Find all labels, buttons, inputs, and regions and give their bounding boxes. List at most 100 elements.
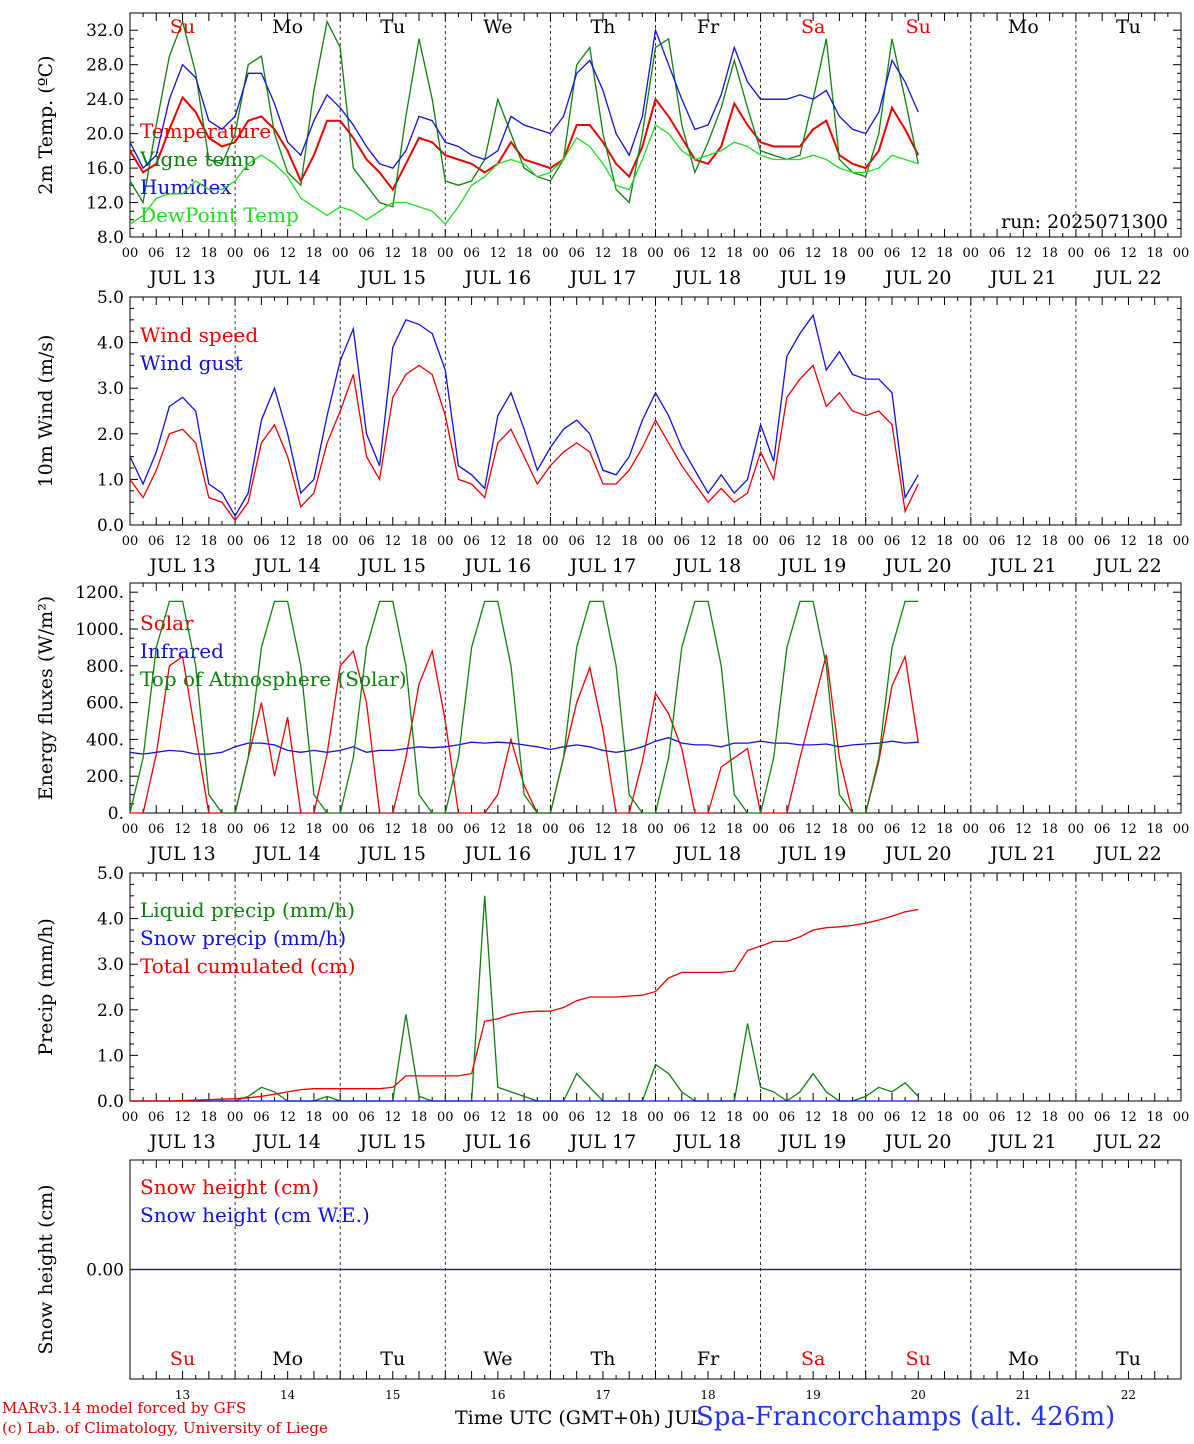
hour-tick-label: 00: [437, 822, 454, 837]
hour-tick-label: 00: [857, 822, 874, 837]
hour-tick-label: 18: [831, 534, 848, 549]
date-label: JUL 15: [358, 843, 426, 865]
hour-tick-label: 12: [1015, 822, 1032, 837]
hour-tick-label: 00: [752, 246, 769, 261]
hour-tick-label: 00: [857, 1110, 874, 1125]
legend-entry: Total cumulated (cm): [140, 954, 356, 978]
hour-tick-label: 00: [963, 822, 980, 837]
hour-tick-label: 18: [1041, 822, 1058, 837]
hour-tick-label: 12: [490, 822, 507, 837]
hour-tick-label: 06: [989, 1110, 1006, 1125]
hour-tick-label: 06: [148, 1110, 165, 1125]
weekday-label: We: [483, 1348, 512, 1370]
hour-tick-label: 12: [174, 822, 191, 837]
hour-tick-label: 00: [647, 534, 664, 549]
hour-tick-label: 12: [595, 534, 612, 549]
hour-tick-label: 06: [253, 1110, 270, 1125]
hour-tick-label: 06: [358, 822, 375, 837]
date-label: JUL 21: [988, 555, 1056, 577]
hour-tick-label: 18: [411, 822, 428, 837]
date-label: JUL 21: [988, 267, 1056, 289]
hour-tick-label: 00: [963, 1110, 980, 1125]
y-tick-label: 0.0: [97, 516, 124, 536]
hour-tick-label: 00: [752, 1110, 769, 1125]
hour-tick-label: 00: [122, 246, 139, 261]
hour-tick-label: 12: [595, 246, 612, 261]
hour-tick-label: 06: [463, 822, 480, 837]
legend-entry: Wind gust: [140, 351, 243, 375]
weekday-label: Mo: [272, 1348, 303, 1370]
date-label: JUL 17: [568, 1131, 636, 1153]
hour-tick-label: 06: [463, 1110, 480, 1125]
hour-tick-label: 00: [437, 1110, 454, 1125]
hour-tick-label: 00: [437, 534, 454, 549]
hour-tick-label: 06: [358, 1110, 375, 1125]
date-label: JUL 13: [147, 267, 215, 289]
series-line-wind-gust: [129, 313, 919, 518]
hour-tick-label: 12: [490, 246, 507, 261]
hour-tick-label: 06: [1094, 1110, 1111, 1125]
hour-tick-label: 12: [279, 246, 296, 261]
day-number-label: 17: [595, 1388, 610, 1402]
day-number-label: 21: [1016, 1388, 1031, 1402]
day-number-label: 19: [806, 1388, 821, 1402]
hour-tick-label: 00: [647, 822, 664, 837]
hour-tick-label: 18: [201, 1110, 218, 1125]
y-tick-label: 4.0: [97, 334, 124, 354]
hour-tick-label: 00: [227, 822, 244, 837]
hour-tick-label: 12: [805, 246, 822, 261]
hour-tick-label: 18: [516, 246, 533, 261]
y-tick-label: 0.00: [86, 1261, 124, 1281]
weekday-label: Tu: [1116, 1348, 1141, 1370]
hour-tick-label: 18: [726, 246, 743, 261]
hour-tick-label: 12: [279, 822, 296, 837]
hour-tick-label: 06: [358, 246, 375, 261]
hour-tick-label: 00: [542, 534, 559, 549]
weekday-label: Tu: [1116, 16, 1141, 38]
hour-tick-label: 06: [884, 1110, 901, 1125]
weekday-label: Sa: [801, 1348, 825, 1370]
hour-tick-label: 18: [936, 822, 953, 837]
hour-tick-label: 06: [884, 822, 901, 837]
date-label: JUL 16: [463, 843, 531, 865]
date-label: JUL 15: [358, 267, 426, 289]
date-label: JUL 13: [147, 1131, 215, 1153]
hour-tick-label: 00: [752, 822, 769, 837]
hour-tick-label: 06: [148, 246, 165, 261]
hour-tick-label: 00: [122, 534, 139, 549]
date-label: JUL 14: [252, 267, 320, 289]
legend-entry: Humidex: [140, 175, 232, 199]
hour-tick-label: 12: [805, 534, 822, 549]
series-line-solar: [130, 648, 919, 814]
hour-tick-label: 00: [542, 822, 559, 837]
y-tick-label: 800.: [86, 657, 124, 677]
hour-tick-label: 18: [411, 246, 428, 261]
hour-tick-label: 06: [779, 534, 796, 549]
hour-tick-label: 12: [1120, 246, 1137, 261]
hour-tick-label: 18: [1041, 534, 1058, 549]
hour-tick-label: 06: [674, 1110, 691, 1125]
weekday-label: Mo: [272, 16, 303, 38]
hour-tick-label: 18: [831, 246, 848, 261]
hour-tick-label: 06: [674, 534, 691, 549]
hour-tick-label: 12: [700, 822, 717, 837]
hour-tick-label: 12: [1120, 1110, 1137, 1125]
hour-tick-label: 06: [1094, 246, 1111, 261]
day-number-label: 13: [175, 1388, 190, 1402]
y-tick-label: 600.: [86, 694, 124, 714]
date-label: JUL 15: [358, 555, 426, 577]
date-label: JUL 19: [778, 555, 846, 577]
weekday-label: Fr: [697, 16, 720, 38]
date-label: JUL 18: [673, 843, 741, 865]
y-axis-title: Precip (mm/h): [35, 918, 57, 1056]
day-number-label: 20: [911, 1388, 926, 1402]
date-label: JUL 20: [883, 555, 951, 577]
y-tick-label: 2.0: [97, 425, 124, 445]
hour-tick-label: 18: [1041, 246, 1058, 261]
hour-tick-label: 12: [279, 1110, 296, 1125]
hour-tick-label: 00: [122, 822, 139, 837]
hour-tick-label: 06: [463, 246, 480, 261]
hour-tick-label: 06: [1094, 822, 1111, 837]
hour-tick-label: 12: [700, 534, 717, 549]
